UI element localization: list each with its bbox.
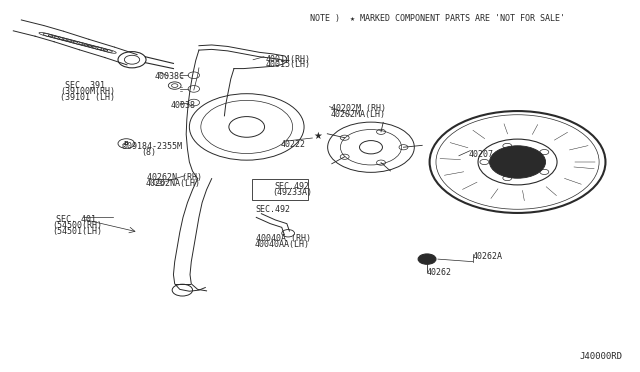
Text: 40222: 40222 [280, 140, 305, 149]
Circle shape [418, 254, 436, 264]
Text: 40207: 40207 [468, 150, 493, 159]
Circle shape [490, 146, 545, 178]
Text: (54500(RH): (54500(RH) [52, 221, 102, 230]
Text: (39101 (LH): (39101 (LH) [60, 93, 115, 102]
Text: (54501(LH): (54501(LH) [52, 227, 102, 235]
Text: NOTE )  ★ MARKED COMPONENT PARTS ARE 'NOT FOR SALE': NOTE ) ★ MARKED COMPONENT PARTS ARE 'NOT… [310, 14, 566, 23]
Text: 40040A (RH): 40040A (RH) [256, 234, 311, 243]
Text: 40262NA(LH): 40262NA(LH) [145, 179, 200, 187]
Text: (39100M(RH): (39100M(RH) [60, 87, 115, 96]
Text: 40202MA(LH): 40202MA(LH) [330, 110, 385, 119]
Text: (49233A): (49233A) [272, 188, 312, 197]
Text: B: B [124, 141, 129, 146]
Text: (8): (8) [141, 148, 157, 157]
Text: J40000RD: J40000RD [580, 352, 623, 361]
Text: 40015(LH): 40015(LH) [266, 61, 311, 70]
Text: 40262N (RH): 40262N (RH) [147, 173, 202, 182]
Text: SEC.492: SEC.492 [274, 182, 309, 191]
Text: SEC.492: SEC.492 [255, 205, 290, 214]
Text: 40262: 40262 [427, 268, 452, 277]
Text: ★: ★ [313, 131, 322, 141]
Text: SEC. 401: SEC. 401 [56, 215, 95, 224]
Text: ®09184-2355M: ®09184-2355M [122, 142, 182, 151]
Text: SEC. 391: SEC. 391 [65, 81, 105, 90]
Text: 40038: 40038 [170, 101, 195, 110]
Text: 40262A: 40262A [473, 252, 503, 261]
Text: 40040AA(LH): 40040AA(LH) [255, 240, 310, 248]
Text: 40038C: 40038C [154, 72, 184, 81]
Text: 40014(RH): 40014(RH) [266, 55, 311, 64]
Text: 40202M (RH): 40202M (RH) [332, 104, 387, 113]
